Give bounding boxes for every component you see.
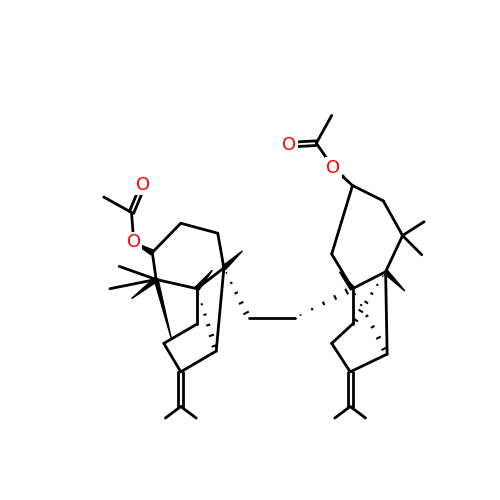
Polygon shape bbox=[340, 272, 354, 290]
Text: O: O bbox=[127, 234, 141, 252]
Polygon shape bbox=[132, 278, 158, 298]
Polygon shape bbox=[195, 270, 212, 290]
Polygon shape bbox=[134, 242, 154, 255]
Text: O: O bbox=[282, 136, 296, 154]
Polygon shape bbox=[222, 251, 242, 270]
Polygon shape bbox=[154, 279, 172, 340]
Text: O: O bbox=[136, 176, 150, 194]
Text: O: O bbox=[326, 159, 340, 177]
Polygon shape bbox=[384, 270, 405, 291]
